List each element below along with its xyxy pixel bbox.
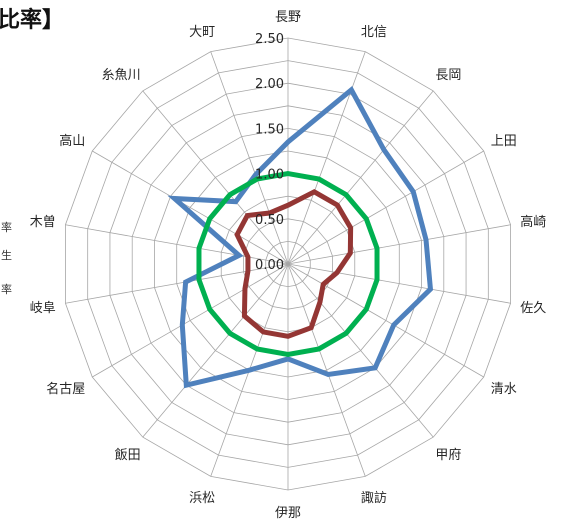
radial-tick-label: 1.50 [255,122,284,137]
category-label: 甲府 [435,448,461,463]
category-label: 大町 [189,25,215,40]
radar-spoke [65,263,289,304]
radar-spoke [210,51,289,265]
radial-tick-label: 0.50 [255,213,284,228]
category-label: 伊那 [275,506,301,519]
category-label: 木曽 [30,215,56,230]
category-label: 上田 [491,134,517,149]
radar-spoke [287,263,511,304]
radar-spoke [287,90,434,265]
category-label: 糸魚川 [102,68,141,83]
category-label: 高崎 [520,214,546,230]
radar-spoke [142,90,289,265]
radar-spoke [287,263,434,438]
radar-spoke [287,263,366,477]
radar-spoke [287,51,366,265]
category-label: 佐久 [520,301,546,316]
radar-spoke [287,263,484,378]
radar-spoke [65,224,289,265]
series-line-2 [234,188,354,339]
radial-tick-label: 0.00 [255,258,284,273]
category-label: 高山 [59,133,85,149]
category-label: 名古屋 [46,381,85,397]
radar-spoke [142,263,289,438]
radar-spoke [92,150,289,265]
category-label: 諏訪 [361,490,387,506]
category-label: 長岡 [435,68,461,83]
left-edge-text: 率 [1,283,12,296]
radar-spoke [287,150,484,265]
series-line-3 [196,171,380,357]
radial-tick-label: 2.00 [255,77,284,92]
radial-tick-label: 2.50 [255,32,284,47]
radial-tick-label: 1.00 [255,168,284,183]
category-label: 長野 [275,10,301,25]
chart-title-fragment: 比率】 [0,8,65,33]
category-label: 北信 [361,25,387,40]
left-edge-text: 率 [1,221,12,234]
category-label: 飯田 [115,448,141,463]
category-label: 浜松 [189,491,215,506]
radar-spoke [287,224,511,265]
radar-spoke [92,263,289,378]
series-line-1 [167,86,434,389]
category-label: 岐阜 [30,300,56,316]
left-edge-text: 生 [1,249,12,262]
category-label: 清水 [491,382,517,397]
